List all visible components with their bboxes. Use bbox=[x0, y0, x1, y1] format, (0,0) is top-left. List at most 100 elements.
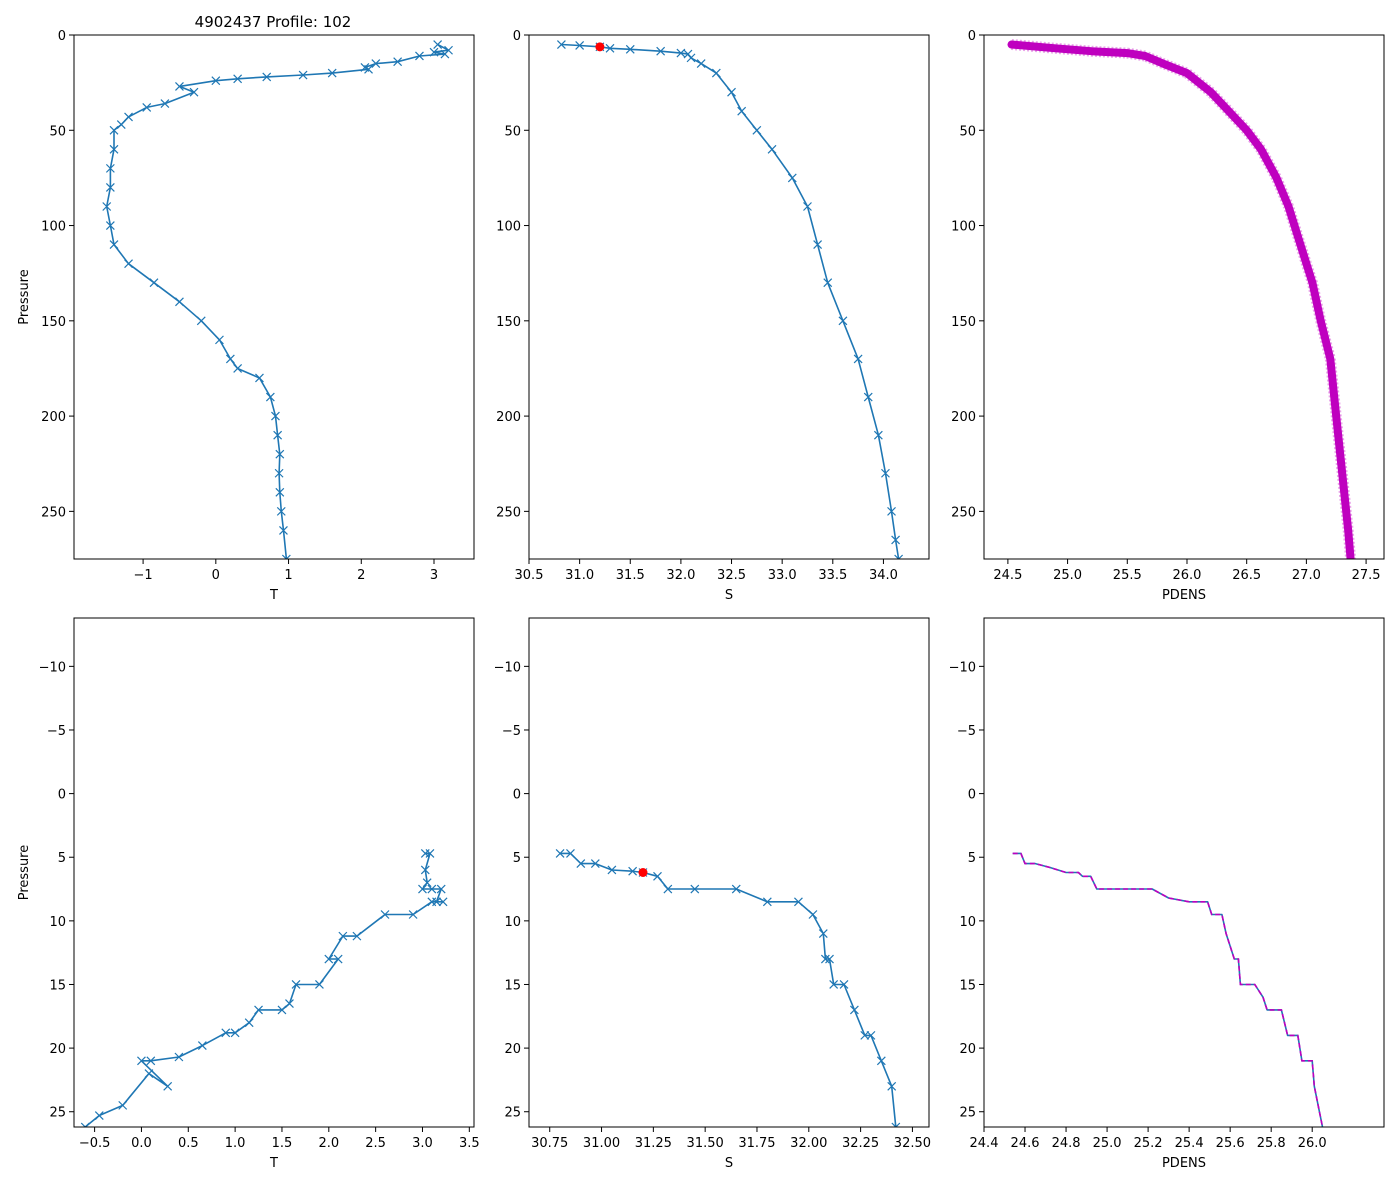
data-point bbox=[160, 99, 170, 109]
data-point bbox=[393, 57, 403, 67]
x-tick-label: 32.00 bbox=[790, 1136, 827, 1151]
x-tick-label: 33.5 bbox=[818, 568, 847, 583]
y-tick-label: −5 bbox=[957, 724, 976, 739]
y-tick-label: 200 bbox=[951, 410, 976, 425]
y-axis-label: Pressure bbox=[17, 269, 32, 325]
y-tick-label: 25 bbox=[504, 1106, 521, 1121]
data-point bbox=[590, 859, 600, 869]
y-tick-label: −10 bbox=[39, 660, 66, 675]
x-tick-label: 25.0 bbox=[1053, 568, 1082, 583]
data-point bbox=[894, 554, 904, 559]
data-point bbox=[333, 954, 343, 964]
subplot-s-full: 30.5 31.0 31.5 32.0 32.5 33.0 33.5 34.0 0 50 100 15… bbox=[496, 29, 930, 603]
data-point bbox=[196, 316, 206, 326]
data-point bbox=[94, 1111, 104, 1120]
data-point bbox=[427, 884, 437, 894]
y-tick-label: 10 bbox=[959, 915, 976, 930]
data-point bbox=[607, 865, 617, 875]
data-point bbox=[233, 364, 243, 373]
x-tick-label: 26.0 bbox=[1173, 568, 1202, 583]
data-point bbox=[731, 884, 741, 894]
data-point bbox=[823, 278, 833, 288]
data-point bbox=[863, 392, 873, 402]
y-tick-label: 150 bbox=[496, 315, 521, 330]
data-point bbox=[175, 82, 184, 91]
data-point bbox=[144, 1069, 154, 1078]
y-tick-label: 250 bbox=[951, 505, 976, 520]
data-point bbox=[876, 1056, 886, 1066]
figure-title: 4902437 Profile: 102 bbox=[195, 13, 352, 31]
data-point bbox=[124, 112, 133, 122]
x-tick-label: 30.5 bbox=[515, 568, 544, 583]
data-point bbox=[80, 1122, 90, 1127]
y-tick-label: 5 bbox=[513, 851, 521, 866]
x-axis-label: T bbox=[269, 1156, 278, 1171]
subplot-pdens-zoom: 24.4 24.6 24.8 25.0 25.2 25.4 25.6 25.8 26.0 −10 −… bbox=[949, 617, 1385, 1171]
axes-frame bbox=[73, 34, 475, 560]
x-tick-label: 3 bbox=[430, 568, 438, 583]
data-point bbox=[277, 1005, 287, 1015]
data-point bbox=[829, 980, 839, 989]
data-point bbox=[575, 41, 585, 50]
data-point bbox=[860, 1030, 870, 1040]
axes-frame bbox=[73, 617, 475, 1128]
x-axis-label: T bbox=[269, 588, 278, 603]
x-tick-label: 32.50 bbox=[894, 1136, 931, 1151]
highlight-point bbox=[638, 868, 648, 877]
data-point bbox=[221, 1028, 231, 1038]
data-point bbox=[233, 74, 243, 84]
data-point bbox=[254, 1005, 263, 1015]
y-tick-label: 25 bbox=[959, 1106, 976, 1121]
data-point bbox=[281, 554, 291, 559]
y-tick-label: 100 bbox=[951, 220, 976, 235]
x-tick-label: 25.5 bbox=[1113, 568, 1142, 583]
data-point bbox=[105, 221, 115, 230]
x-axis-label: S bbox=[725, 1156, 733, 1171]
data-point bbox=[265, 392, 275, 402]
x-tick-label: 31.25 bbox=[635, 1136, 672, 1151]
data-point bbox=[555, 848, 565, 858]
y-tick-label: 15 bbox=[959, 978, 976, 993]
data-point bbox=[327, 68, 337, 78]
x-tick-label: 25.6 bbox=[1216, 1136, 1245, 1151]
data-point bbox=[275, 449, 285, 459]
x-tick-label: 0.0 bbox=[131, 1136, 152, 1151]
y-tick-label: 20 bbox=[504, 1042, 521, 1057]
data-point bbox=[808, 910, 818, 919]
x-tick-label: 2 bbox=[357, 568, 365, 583]
data-point bbox=[839, 980, 849, 989]
data-point bbox=[146, 1056, 156, 1066]
data-point bbox=[315, 980, 324, 989]
data-point bbox=[215, 335, 224, 345]
x-tick-label: 25.0 bbox=[1093, 1136, 1122, 1151]
data-point bbox=[663, 884, 673, 894]
y-tick-label: −10 bbox=[494, 660, 521, 675]
data-point bbox=[279, 525, 288, 535]
y-tick-label: 250 bbox=[41, 505, 66, 520]
x-tick-label: 31.50 bbox=[687, 1136, 724, 1151]
data-point bbox=[566, 848, 575, 858]
data-point bbox=[285, 999, 294, 1008]
y-tick-label: 200 bbox=[496, 410, 521, 425]
data-point bbox=[174, 1052, 184, 1062]
highlight-point bbox=[595, 42, 605, 52]
data-point bbox=[891, 1122, 901, 1127]
x-tick-label: 24.6 bbox=[1011, 1136, 1040, 1151]
x-tick-label: 27.0 bbox=[1292, 568, 1321, 583]
data-point bbox=[408, 910, 418, 919]
data-point bbox=[142, 102, 152, 112]
data-point bbox=[881, 468, 890, 478]
y-tick-label: 0 bbox=[968, 29, 976, 44]
data-point bbox=[124, 259, 133, 269]
y-tick-label: 15 bbox=[49, 978, 66, 993]
axes-frame bbox=[528, 34, 930, 560]
data-point bbox=[653, 871, 662, 881]
data-point bbox=[849, 1005, 859, 1015]
data-point bbox=[109, 240, 119, 250]
y-tick-label: 150 bbox=[951, 315, 976, 330]
y-tick-label: 0 bbox=[513, 29, 521, 44]
y-tick-label: 20 bbox=[959, 1042, 976, 1057]
